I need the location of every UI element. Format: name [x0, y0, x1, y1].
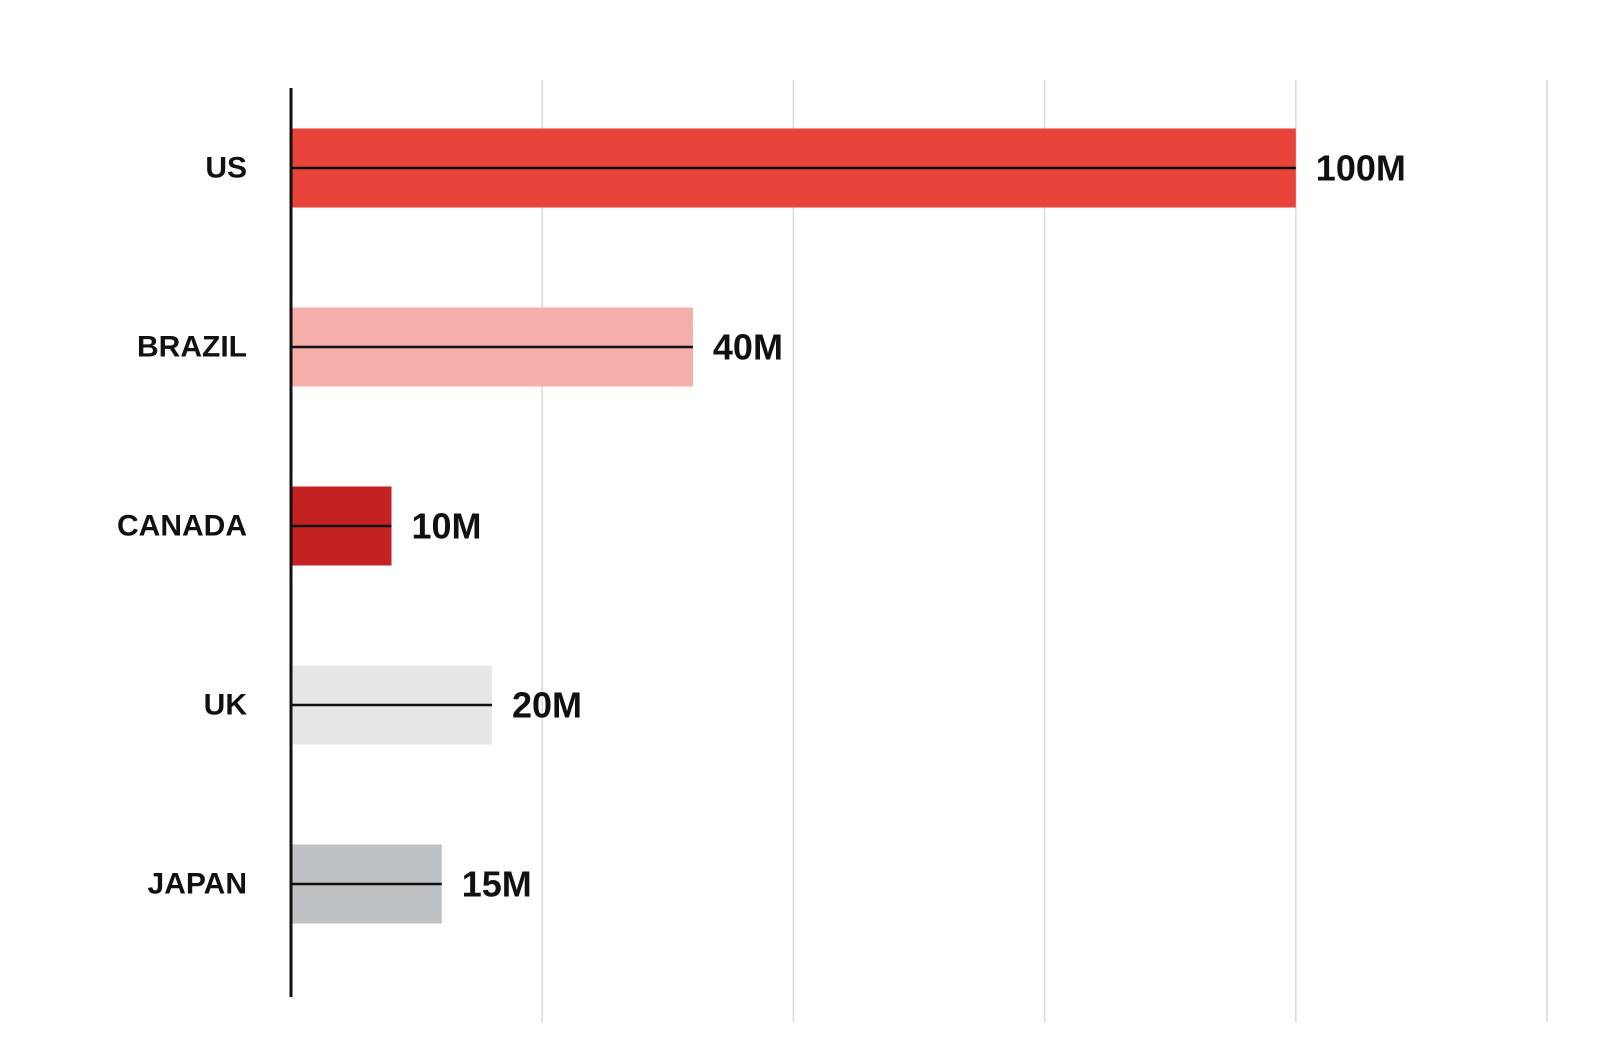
category-label-brazil: BRAZIL [137, 331, 247, 364]
value-label-uk: 20M [512, 685, 582, 726]
category-label-uk: UK [204, 689, 248, 722]
value-label-japan: 15M [462, 864, 532, 905]
category-label-japan: JAPAN [148, 868, 247, 901]
value-label-canada: 10M [411, 506, 481, 547]
gridlines [541, 80, 1548, 1022]
bars [291, 128, 1296, 924]
labels: US 100M BRAZIL 40M CANADA 10M UK 20M JAPAN 15M [117, 148, 1406, 905]
value-label-brazil: 40M [713, 327, 783, 368]
value-label-us: 100M [1316, 148, 1406, 189]
category-label-canada: CANADA [117, 510, 247, 543]
category-label-us: US [205, 152, 247, 185]
